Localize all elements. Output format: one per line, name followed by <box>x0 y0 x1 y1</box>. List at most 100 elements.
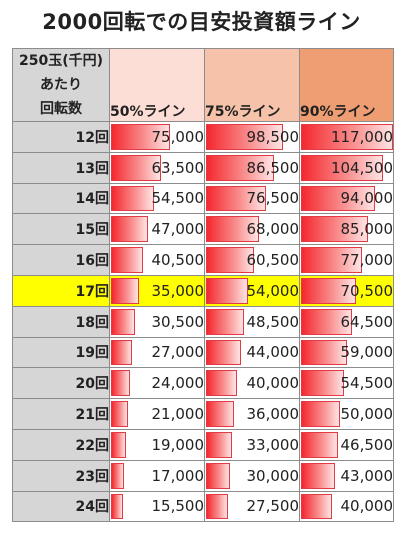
value-bar-75 <box>206 277 248 304</box>
row-label: 17回 <box>12 274 110 307</box>
row-label: 12回 <box>12 121 110 153</box>
value-cell-50: 35,000 <box>109 274 205 307</box>
value-bar-50 <box>111 154 161 181</box>
value-bar-75 <box>206 216 259 243</box>
value-text-50: 21,000 <box>151 405 205 424</box>
value-cell-75: 86,500 <box>204 151 300 184</box>
value-text-50: 54,500 <box>151 189 205 208</box>
table-row: 20回 24,000 40,000 54,500 <box>12 367 394 400</box>
table-row: 13回 63,500 86,500 104,500 <box>12 151 394 184</box>
row-label: 18回 <box>12 305 110 338</box>
value-cell-90: 85,000 <box>299 213 394 246</box>
value-cell-50: 75,000 <box>109 121 205 153</box>
table-row: 16回 40,500 60,500 77,000 <box>12 244 394 276</box>
value-bar-90 <box>301 462 335 489</box>
row-label: 22回 <box>12 428 110 461</box>
table-row: 14回 54,500 76,500 94,000 <box>12 182 394 215</box>
value-cell-75: 68,000 <box>204 213 300 246</box>
value-bar-50 <box>111 247 143 273</box>
value-bar-90 <box>301 247 362 273</box>
value-bar-50 <box>111 431 126 458</box>
value-cell-75: 48,500 <box>204 305 300 338</box>
value-text-50: 30,500 <box>151 312 205 331</box>
table-row: 23回 17,000 30,000 43,000 <box>12 459 394 492</box>
value-cell-75: 36,000 <box>204 398 300 430</box>
value-bar-50 <box>111 370 130 397</box>
table-row: 24回 15,500 27,500 40,000 <box>12 490 394 523</box>
value-cell-90: 104,500 <box>299 151 394 184</box>
investment-table: 250玉(千円) あたり 回転数 50%ライン 75%ライン 90%ライン 12… <box>12 48 394 523</box>
row-label: 21回 <box>12 398 110 430</box>
value-text-90: 77,000 <box>340 251 394 270</box>
value-text-50: 63,500 <box>151 158 205 177</box>
value-cell-90: 70,500 <box>299 274 394 307</box>
value-cell-90: 77,000 <box>299 244 394 276</box>
value-text-90: 40,000 <box>340 497 394 516</box>
value-bar-50 <box>111 185 154 212</box>
value-text-50: 75,000 <box>151 127 205 146</box>
row-label: 20回 <box>12 367 110 400</box>
value-cell-75: 30,000 <box>204 459 300 492</box>
value-text-90: 43,000 <box>340 466 394 485</box>
value-bar-90 <box>301 185 375 212</box>
row-label: 19回 <box>12 336 110 369</box>
value-bar-75 <box>206 401 234 427</box>
value-cell-50: 19,000 <box>109 428 205 461</box>
value-bar-50 <box>111 124 170 150</box>
value-text-75: 30,000 <box>246 466 300 485</box>
value-bar-75 <box>206 431 232 458</box>
value-text-90: 104,500 <box>330 158 393 177</box>
value-bar-90 <box>301 401 340 427</box>
value-bar-50 <box>111 401 128 427</box>
value-text-90: 85,000 <box>340 220 394 239</box>
table-row: 12回 75,000 98,500 117,000 <box>12 121 394 153</box>
value-cell-50: 30,500 <box>109 305 205 338</box>
value-cell-90: 64,500 <box>299 305 394 338</box>
value-bar-90 <box>301 277 356 304</box>
value-cell-75: 98,500 <box>204 121 300 153</box>
value-cell-90: 94,000 <box>299 182 394 215</box>
column-header-75: 75%ライン <box>204 48 300 122</box>
value-cell-90: 117,000 <box>299 121 394 153</box>
row-label: 15回 <box>12 213 110 246</box>
table-row: 21回 21,000 36,000 50,000 <box>12 398 394 430</box>
value-text-75: 98,500 <box>246 127 300 146</box>
row-label: 23回 <box>12 459 110 492</box>
value-text-90: 50,000 <box>340 405 394 424</box>
value-bar-75 <box>206 154 274 181</box>
row-label: 16回 <box>12 244 110 276</box>
value-bar-75 <box>206 124 283 150</box>
table-row: 19回 27,000 44,000 59,000 <box>12 336 394 369</box>
value-cell-50: 40,500 <box>109 244 205 276</box>
value-bar-90 <box>301 308 352 335</box>
value-bar-90 <box>301 431 338 458</box>
value-text-75: 27,500 <box>246 497 300 516</box>
value-cell-50: 21,000 <box>109 398 205 430</box>
value-cell-50: 17,000 <box>109 459 205 492</box>
value-cell-90: 50,000 <box>299 398 394 430</box>
value-bar-90 <box>301 370 344 397</box>
value-bar-50 <box>111 339 132 366</box>
value-bar-75 <box>206 247 254 273</box>
table-row: 17回 35,000 54,000 70,500 <box>12 274 394 307</box>
corner-header: 250玉(千円) あたり 回転数 <box>12 48 110 122</box>
value-cell-90: 46,500 <box>299 428 394 461</box>
value-text-50: 27,000 <box>151 343 205 362</box>
value-cell-90: 54,500 <box>299 367 394 400</box>
value-bar-75 <box>206 370 237 397</box>
value-bar-90 <box>301 216 368 243</box>
corner-line-2: あたり <box>40 77 82 93</box>
value-text-90: 64,500 <box>340 312 394 331</box>
value-cell-75: 33,000 <box>204 428 300 461</box>
value-text-50: 40,500 <box>151 251 205 270</box>
value-text-90: 117,000 <box>330 127 393 146</box>
value-bar-75 <box>206 493 228 520</box>
value-bar-50 <box>111 493 123 520</box>
value-text-90: 54,500 <box>340 374 394 393</box>
value-bar-75 <box>206 339 241 366</box>
value-text-50: 47,000 <box>151 220 205 239</box>
value-bar-50 <box>111 216 148 243</box>
value-text-75: 76,500 <box>246 189 300 208</box>
value-text-75: 44,000 <box>246 343 300 362</box>
value-text-50: 17,000 <box>151 466 205 485</box>
